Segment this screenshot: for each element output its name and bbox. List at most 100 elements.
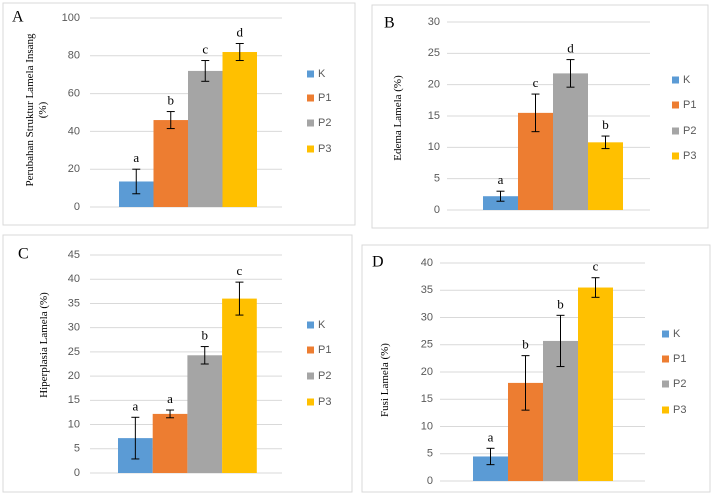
legend-swatch	[307, 145, 314, 153]
chart-panel: D Fusi Lamela (%) 0 5 10 15 20 25 30 35 40 a Kb P1 b P2…	[361, 244, 711, 493]
y-tick-label: 10	[428, 141, 440, 153]
y-tick-label: 30	[421, 311, 433, 323]
y-tick-label: 0	[427, 475, 433, 487]
y-tick-label: 20	[68, 370, 80, 382]
significance-letter: b	[168, 93, 175, 108]
bar	[483, 196, 518, 210]
panel-border	[371, 4, 709, 229]
legend-label: P2	[318, 117, 331, 129]
y-tick-label: 60	[68, 88, 80, 100]
legend-swatch	[672, 127, 679, 135]
bar	[153, 120, 188, 207]
legend-swatch	[672, 76, 679, 84]
panel-letter: D	[372, 254, 384, 271]
panel-border	[2, 2, 356, 226]
y-axis-label-line: Edema Lamela (%)	[392, 75, 404, 161]
y-tick-label: 100	[62, 12, 80, 24]
bar	[152, 413, 188, 473]
legend-label: P1	[683, 99, 696, 111]
legend-label: P1	[673, 353, 686, 365]
legend-swatch	[662, 406, 669, 414]
y-tick-label: 20	[428, 79, 440, 91]
error-bar	[166, 111, 175, 130]
legend-label: P3	[673, 404, 686, 416]
error-bar	[531, 93, 540, 133]
error-bar	[166, 409, 175, 419]
y-axis-label: Perubahan Struktur Lamela Insang(%)	[24, 33, 49, 187]
legend-swatch	[672, 152, 679, 160]
y-tick-label: 40	[421, 257, 433, 269]
error-bar	[235, 281, 244, 316]
bar	[588, 142, 623, 210]
y-tick-label: 45	[68, 249, 80, 261]
y-tick-label: 15	[68, 394, 80, 406]
significance-letter: c	[202, 42, 208, 57]
legend-swatch	[662, 330, 669, 338]
significance-letter: c	[237, 263, 243, 278]
y-tick-label: 40	[68, 273, 80, 285]
significance-letter: a	[133, 150, 139, 165]
legend-swatch	[662, 355, 669, 363]
significance-letter: a	[167, 391, 173, 406]
y-tick-label: 0	[74, 201, 80, 213]
y-tick-label: 35	[68, 297, 80, 309]
panel-letter: A	[12, 9, 24, 26]
bar	[553, 73, 588, 211]
significance-letter: a	[132, 398, 138, 413]
legend-swatch	[307, 372, 314, 380]
error-bar	[496, 190, 505, 202]
y-tick-label: 35	[421, 284, 433, 296]
legend-swatch	[307, 94, 314, 102]
y-tick-label: 5	[427, 448, 433, 460]
y-axis-label-line: Fusi Lamela (%)	[379, 343, 391, 417]
significance-letter: b	[557, 296, 564, 311]
legend-swatch	[307, 321, 314, 329]
y-tick-label: 20	[68, 163, 80, 175]
chart-panel: B Edema Lamela (%) 0 5 10 15 20 25 30 a Kc P1 d P2 b P3	[371, 4, 709, 229]
error-bar	[521, 355, 530, 411]
error-bar	[566, 59, 575, 88]
legend-label: P3	[683, 150, 696, 162]
y-axis-label-line: (%)	[37, 101, 49, 118]
y-tick-label: 25	[421, 339, 433, 351]
error-bar	[486, 447, 495, 466]
panel-border	[361, 244, 711, 493]
error-bar	[601, 135, 610, 150]
y-axis-label-line: Perubahan Struktur Lamela Insang	[24, 33, 36, 187]
chart-panel: C Hiperplasia Lamela (%) 0 5 10 15 20 25 30 35 40 4…	[2, 234, 353, 493]
legend-swatch	[307, 70, 314, 78]
legend-swatch	[307, 119, 314, 127]
legend-label: P2	[683, 125, 696, 137]
y-tick-label: 5	[74, 443, 80, 455]
error-bar	[200, 346, 209, 365]
error-bar	[556, 314, 565, 368]
y-tick-label: 25	[428, 47, 440, 59]
y-tick-label: 30	[428, 16, 440, 28]
error-bar	[591, 277, 600, 298]
bar	[222, 52, 257, 207]
panel-letter: B	[384, 15, 395, 32]
y-tick-label: 10	[421, 420, 433, 432]
legend-label: K	[683, 74, 691, 86]
significance-letter: d	[237, 24, 244, 39]
error-bar	[235, 43, 244, 62]
y-tick-label: 15	[421, 393, 433, 405]
legend-label: K	[318, 319, 326, 331]
legend-swatch	[662, 380, 669, 388]
error-bar	[132, 168, 141, 195]
legend-label: P3	[318, 396, 331, 408]
y-axis-label: Hiperplasia Lamela (%)	[38, 292, 50, 398]
bar	[188, 70, 223, 207]
legend-label: K	[318, 68, 326, 80]
legend-label: P1	[318, 344, 331, 356]
error-bar	[131, 416, 140, 460]
y-tick-label: 40	[68, 125, 80, 137]
significance-letter: a	[498, 172, 504, 187]
significance-letter: d	[567, 41, 574, 56]
legend-swatch	[307, 398, 314, 406]
error-bar	[201, 60, 210, 82]
significance-letter: c	[533, 75, 539, 90]
significance-letter: a	[488, 429, 494, 444]
bar	[222, 298, 257, 473]
